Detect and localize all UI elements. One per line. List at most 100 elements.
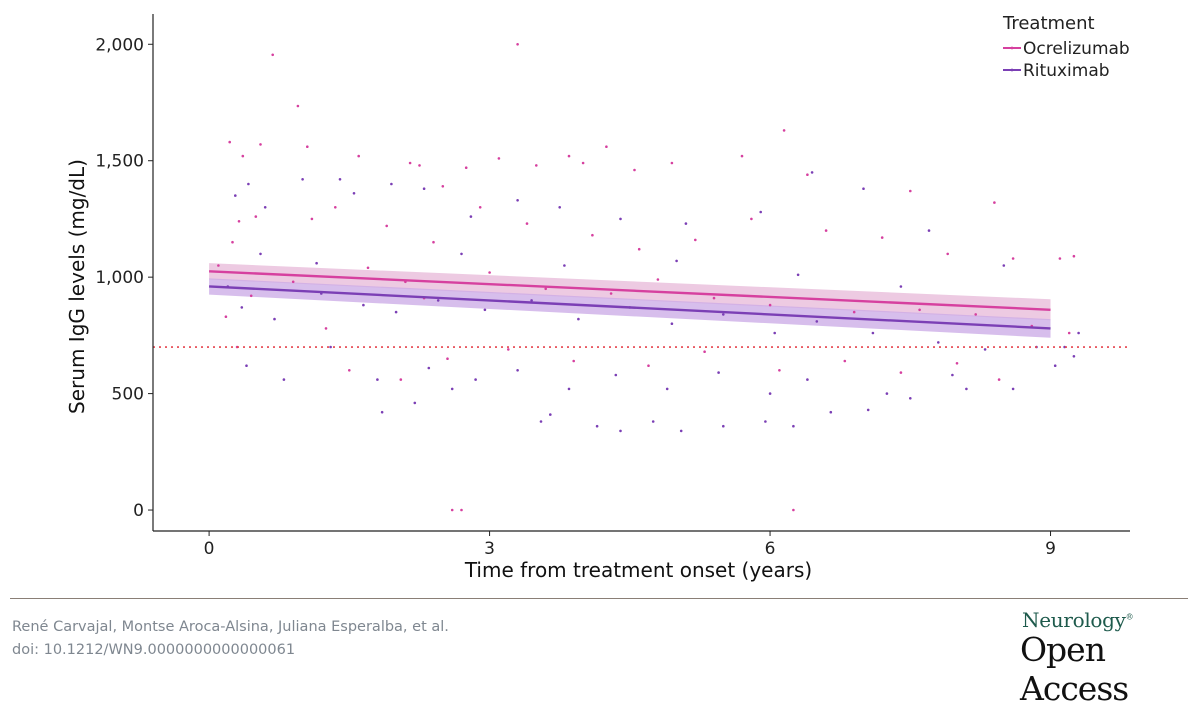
legend-swatch-dot	[1010, 46, 1014, 50]
point-rituximab	[563, 264, 566, 267]
data-points	[217, 43, 1080, 512]
point-ocrelizumab	[567, 154, 571, 158]
point-rituximab	[951, 373, 954, 377]
point-rituximab	[871, 331, 875, 335]
credit-authors: René Carvajal, Montse Aroca-Alsina, Juli…	[12, 619, 449, 635]
point-rituximab	[862, 187, 865, 190]
point-ocrelizumab	[778, 369, 781, 372]
point-ocrelizumab	[446, 357, 449, 361]
point-ocrelizumab	[441, 185, 445, 188]
x-tick-label: 9	[1045, 539, 1056, 559]
point-ocrelizumab	[224, 315, 228, 319]
point-rituximab	[670, 322, 674, 326]
point-rituximab	[247, 182, 250, 186]
trend-line-ocrelizumab	[209, 270, 1051, 311]
point-ocrelizumab	[241, 154, 245, 158]
point-ocrelizumab	[670, 161, 674, 165]
point-ocrelizumab	[633, 168, 636, 172]
point-ocrelizumab	[324, 327, 328, 330]
point-rituximab	[937, 341, 940, 344]
point-rituximab	[983, 348, 987, 351]
credit-doi: doi: 10.1212/WN9.0000000000000061	[12, 642, 296, 658]
legend-label-rituximab: Rituximab	[1023, 61, 1110, 81]
point-ocrelizumab	[1011, 257, 1015, 260]
point-rituximab	[965, 387, 968, 391]
point-ocrelizumab	[231, 240, 234, 244]
point-rituximab	[567, 387, 571, 391]
point-ocrelizumab	[271, 53, 275, 57]
point-rituximab	[885, 392, 889, 395]
point-ocrelizumab	[1072, 254, 1076, 258]
point-rituximab	[301, 178, 304, 181]
point-ocrelizumab	[581, 161, 585, 165]
point-ocrelizumab	[464, 166, 468, 169]
trend-lines	[209, 270, 1051, 330]
point-ocrelizumab	[217, 264, 220, 267]
point-ocrelizumab	[997, 378, 1001, 381]
point-ocrelizumab	[605, 145, 608, 148]
point-rituximab	[263, 206, 267, 209]
point-rituximab	[866, 408, 870, 412]
y-axis-title: Serum IgG levels (mg/dL)	[65, 159, 89, 414]
point-ocrelizumab	[824, 229, 828, 232]
point-rituximab	[927, 229, 931, 232]
point-rituximab	[764, 420, 767, 423]
point-rituximab	[815, 320, 819, 323]
point-rituximab	[768, 392, 772, 395]
y-tick-label: 2,000	[95, 35, 144, 55]
point-ocrelizumab	[647, 364, 650, 368]
axes: 0 500 1,000 1,500 2,000 0 3 6 9 Time from treatme…	[65, 14, 1130, 582]
point-ocrelizumab	[408, 161, 412, 165]
y-tick-label: 1,000	[95, 268, 144, 288]
point-ocrelizumab	[792, 508, 795, 512]
point-ocrelizumab	[946, 252, 949, 256]
point-rituximab	[717, 371, 720, 374]
point-ocrelizumab	[703, 350, 706, 354]
point-ocrelizumab	[525, 222, 529, 225]
point-rituximab	[773, 331, 776, 335]
point-rituximab	[516, 369, 519, 372]
y-tick-label: 0	[133, 501, 144, 521]
point-rituximab	[684, 222, 688, 225]
point-rituximab	[394, 310, 398, 314]
point-rituximab	[810, 171, 814, 174]
footer-divider	[10, 598, 1188, 599]
point-rituximab	[390, 182, 393, 186]
point-ocrelizumab	[909, 189, 912, 193]
point-ocrelizumab	[955, 362, 959, 365]
point-rituximab	[259, 252, 262, 256]
point-ocrelizumab	[306, 145, 309, 148]
point-rituximab	[436, 299, 440, 302]
point-rituximab	[577, 317, 580, 321]
point-ocrelizumab	[843, 359, 847, 363]
point-rituximab	[722, 424, 725, 428]
point-rituximab	[539, 420, 543, 423]
point-rituximab	[595, 424, 599, 428]
point-rituximab	[460, 252, 463, 256]
x-tick-label: 3	[484, 539, 495, 559]
point-ocrelizumab	[591, 233, 594, 237]
point-rituximab	[469, 215, 473, 218]
point-rituximab	[362, 303, 365, 307]
point-rituximab	[315, 261, 318, 265]
legend-title: Treatment	[1002, 13, 1095, 34]
point-rituximab	[675, 259, 678, 263]
point-rituximab	[450, 387, 454, 391]
point-ocrelizumab	[516, 43, 519, 46]
point-ocrelizumab	[366, 266, 370, 270]
brand-logo-open-access: Open Access	[1020, 630, 1129, 708]
point-ocrelizumab	[291, 280, 295, 284]
point-ocrelizumab	[880, 236, 884, 239]
point-ocrelizumab	[348, 369, 351, 372]
point-ocrelizumab	[806, 173, 809, 176]
point-ocrelizumab	[852, 310, 856, 314]
point-rituximab	[245, 364, 248, 368]
point-rituximab	[427, 366, 431, 370]
point-ocrelizumab	[918, 308, 921, 312]
point-ocrelizumab	[782, 129, 786, 132]
point-rituximab	[282, 378, 286, 381]
x-tick-label: 0	[204, 539, 215, 559]
point-rituximab	[1002, 264, 1006, 267]
point-ocrelizumab	[535, 164, 538, 167]
point-ocrelizumab	[228, 140, 231, 144]
